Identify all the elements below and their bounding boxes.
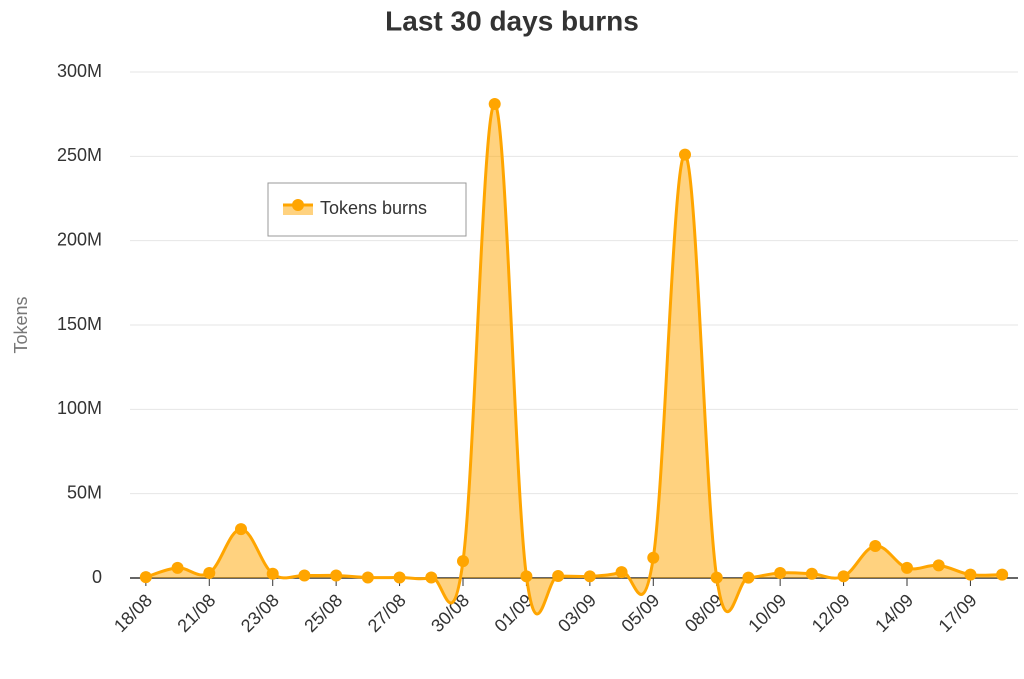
legend-label: Tokens burns (320, 198, 427, 218)
point (932, 559, 945, 572)
chart-title: Last 30 days burns (385, 5, 639, 36)
point (203, 566, 216, 579)
x-tick-label: 18/08 (110, 590, 156, 636)
x-tick-label: 25/08 (300, 590, 346, 636)
y-tick-label: 200M (57, 229, 102, 249)
point (266, 567, 279, 580)
point (805, 567, 818, 580)
x-tick-label: 05/09 (617, 590, 663, 636)
y-tick-label: 250M (57, 145, 102, 165)
point (171, 561, 184, 574)
x-tick-label: 27/08 (364, 590, 410, 636)
point (901, 561, 913, 574)
point (774, 566, 787, 579)
point (964, 568, 977, 581)
y-tick-label: 100M (57, 398, 102, 418)
point (615, 566, 628, 579)
point (710, 571, 723, 584)
point (583, 570, 596, 583)
x-tick-label: 03/09 (554, 590, 600, 636)
x-tick-label: 10/09 (744, 590, 790, 636)
y-tick-label: 300M (57, 61, 102, 81)
point (837, 570, 850, 583)
point (139, 571, 152, 584)
point (330, 569, 343, 582)
y-axis-label: Tokens (11, 296, 31, 353)
point (869, 539, 882, 552)
point (235, 523, 247, 536)
x-tick-label: 12/09 (808, 590, 854, 636)
x-tick-label: 23/08 (237, 590, 283, 636)
y-tick-label: 150M (57, 314, 102, 334)
point (520, 570, 533, 583)
legend-marker (292, 199, 304, 211)
point (457, 555, 469, 568)
point (552, 569, 565, 582)
point (742, 571, 755, 584)
point (679, 148, 691, 161)
point (393, 571, 406, 584)
area (145, 104, 1003, 614)
point (647, 551, 660, 564)
line (145, 102, 1003, 616)
point (361, 571, 374, 584)
x-tick-label: 14/09 (871, 590, 917, 636)
x-tick-label: 17/09 (935, 590, 981, 636)
x-tick-label: 21/08 (173, 590, 219, 636)
point (425, 571, 438, 584)
point (298, 569, 311, 582)
y-tick-label: 50M (67, 482, 102, 502)
y-tick-label: 0 (92, 567, 102, 587)
point (996, 568, 1009, 581)
point (488, 98, 501, 111)
